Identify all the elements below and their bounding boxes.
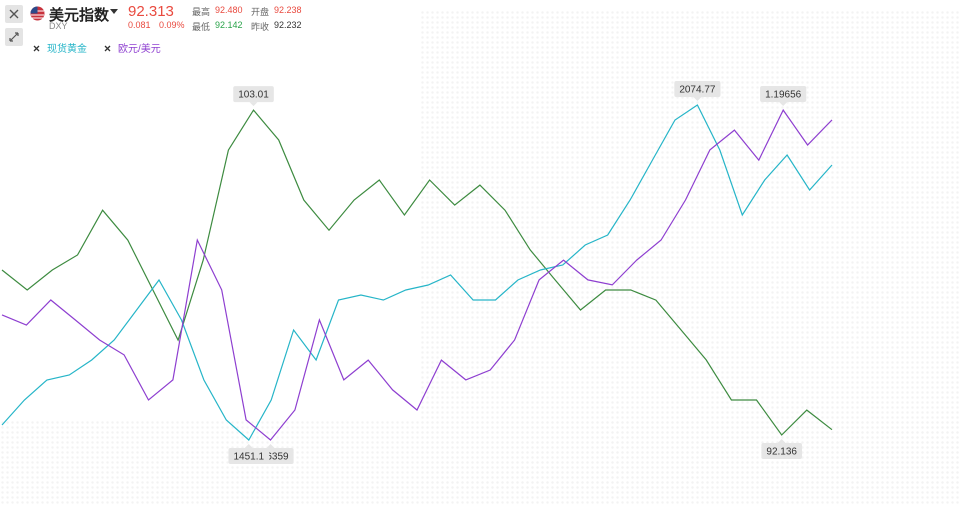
label-text: 1.19656 bbox=[765, 90, 802, 101]
label-pointer bbox=[244, 444, 253, 448]
label-pointer bbox=[777, 439, 786, 444]
label-box bbox=[228, 448, 270, 464]
price: 92.313 bbox=[128, 3, 174, 20]
legend-label: 欧元/美元 bbox=[118, 42, 161, 55]
stat-value: 92.238 bbox=[274, 5, 302, 15]
stat-label: 最高 bbox=[192, 7, 211, 17]
stat-value: 92.142 bbox=[215, 20, 243, 30]
series-line bbox=[1, 104, 833, 441]
legend-label: 现货黄金 bbox=[47, 42, 87, 55]
stat-label: 昨收 bbox=[251, 22, 270, 32]
instrument-code: DXY bbox=[49, 21, 68, 31]
close-icon bbox=[9, 9, 19, 19]
us-flag bbox=[30, 6, 45, 21]
label-text: 103.01 bbox=[238, 90, 269, 101]
series-line bbox=[1, 109, 833, 436]
extreme-label: 1.19656 bbox=[760, 86, 807, 107]
close-button[interactable] bbox=[5, 5, 23, 23]
label-box bbox=[761, 443, 802, 460]
label-pointer bbox=[266, 444, 275, 449]
legend-remove bbox=[104, 45, 111, 52]
stat-value: 92.232 bbox=[274, 20, 302, 30]
collapse-icon bbox=[9, 32, 19, 42]
label-pointer bbox=[693, 97, 702, 101]
change: 0.081 bbox=[128, 20, 151, 30]
stat-value: 92.480 bbox=[215, 5, 243, 15]
label-pointer bbox=[249, 102, 258, 107]
legend-remove bbox=[33, 45, 40, 52]
instrument-name: 美元指数 bbox=[49, 7, 110, 24]
stat-label: 开盘 bbox=[251, 7, 270, 17]
extreme-label: 92.136 bbox=[761, 439, 802, 460]
stat-label: 最低 bbox=[192, 22, 211, 32]
label-text: 92.136 bbox=[766, 447, 797, 458]
dropdown-arrow[interactable] bbox=[110, 9, 118, 15]
extreme-label: 2074.77 bbox=[674, 81, 721, 101]
label-box bbox=[674, 81, 721, 97]
world-map-bg bbox=[0, 420, 960, 506]
change-pct: 0.09% bbox=[159, 20, 185, 30]
label-text: 1.06359 bbox=[252, 452, 289, 463]
label-box bbox=[760, 86, 807, 103]
series-line bbox=[1, 108, 833, 441]
label-pointer bbox=[779, 102, 788, 107]
collapse-button[interactable] bbox=[5, 28, 23, 46]
label-box bbox=[233, 86, 274, 103]
label-text: 1451.1 bbox=[233, 452, 264, 463]
extreme-label: 103.01 bbox=[233, 86, 274, 107]
extreme-label: 1451.1 bbox=[228, 444, 270, 464]
label-text: 2074.77 bbox=[679, 85, 716, 96]
